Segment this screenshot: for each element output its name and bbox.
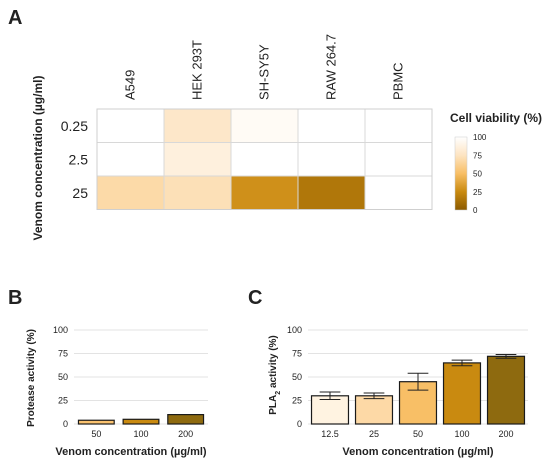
heatmap-cell xyxy=(297,175,366,210)
protease-x-axis-label: Venom concentration (µg/ml) xyxy=(55,446,207,458)
protease-bar-chart: 0 25 50 75 100 50 100 200 Protease activity (%… xyxy=(26,325,208,458)
pla2-y-axis-label: PLA2 activity (%) xyxy=(268,335,282,414)
bar xyxy=(310,395,350,425)
y-tick-label: 0 xyxy=(297,419,302,429)
heatmap-column-label: RAW 264.7 xyxy=(324,34,339,100)
bar xyxy=(167,414,205,425)
heatmap-cell xyxy=(163,142,232,177)
heatmap-cell xyxy=(230,108,299,143)
colorbar-tick-label: 75 xyxy=(473,151,482,160)
heatmap-cell xyxy=(96,175,165,210)
pla2-bar-chart: 0 25 50 75 100 12.5 25 50 100 200 PLA2 activity … xyxy=(268,325,528,458)
x-tick-label: 50 xyxy=(413,429,423,439)
colorbar xyxy=(454,136,468,211)
heatmap-cell xyxy=(96,108,165,143)
protease-x-ticks: 50 100 200 xyxy=(91,429,193,439)
heatmap-cell xyxy=(297,142,366,177)
heatmap-cell xyxy=(163,108,232,143)
colorbar-tick-label: 25 xyxy=(473,188,482,197)
heatmap-row-label: 2.5 xyxy=(69,151,89,167)
panel-label-a: A xyxy=(8,7,22,29)
colorbar-tick-label: 0 xyxy=(473,206,478,215)
pla2-x-axis-label: Venom concentration (µg/ml) xyxy=(342,446,494,458)
heatmap-column-labels: A549 HEK 293T SH-SY5Y RAW 264.7 PBMC xyxy=(123,34,406,100)
heatmap-row-label: 0.25 xyxy=(61,118,88,134)
heatmap-cell xyxy=(163,175,232,210)
pla2-error-bars xyxy=(319,353,517,401)
bar xyxy=(442,362,482,425)
protease-gridlines xyxy=(74,329,208,425)
protease-y-ticks: 0 25 50 75 100 xyxy=(53,325,68,429)
y-tick-label: 50 xyxy=(292,372,302,382)
heatmap-row-labels: 0.25 2.5 25 xyxy=(61,118,88,201)
heatmap-cell xyxy=(230,142,299,177)
y-tick-label: 100 xyxy=(287,325,302,335)
heatmap-row-label: 25 xyxy=(72,185,88,201)
y-tick-label: 25 xyxy=(58,396,68,406)
heatmap-cell xyxy=(297,108,366,143)
pla2-x-ticks: 12.5 25 50 100 200 xyxy=(321,429,513,439)
y-tick-label: 100 xyxy=(53,325,68,335)
x-tick-label: 12.5 xyxy=(321,429,339,439)
x-tick-label: 100 xyxy=(133,429,148,439)
x-tick-label: 200 xyxy=(178,429,193,439)
x-tick-label: 25 xyxy=(369,429,379,439)
pla2-bars xyxy=(310,355,526,425)
y-tick-label: 75 xyxy=(58,349,68,359)
heatmap-y-axis-label: Venom concentration (µg/ml) xyxy=(31,76,45,241)
heatmap-column-label: HEK 293T xyxy=(190,40,205,100)
bar xyxy=(122,418,160,425)
heatmap-cell xyxy=(230,175,299,210)
colorbar-ticks: 100 75 50 25 0 xyxy=(473,133,487,215)
colorbar-tick-label: 100 xyxy=(473,133,487,142)
heatmap-cell xyxy=(364,108,433,143)
pla2-y-ticks: 0 25 50 75 100 xyxy=(287,325,302,429)
heatmap-column-label: SH-SY5Y xyxy=(257,44,272,100)
heatmap-column-label: A549 xyxy=(123,70,138,100)
y-tick-label: 0 xyxy=(63,419,68,429)
y-tick-label: 50 xyxy=(58,372,68,382)
bar xyxy=(486,355,526,425)
bar xyxy=(354,395,394,425)
x-tick-label: 50 xyxy=(91,429,101,439)
y-tick-label: 75 xyxy=(292,349,302,359)
x-tick-label: 200 xyxy=(498,429,513,439)
heatmap-cell xyxy=(364,175,433,210)
heatmap-cells xyxy=(96,108,433,210)
x-tick-label: 100 xyxy=(454,429,469,439)
colorbar-title: Cell viability (%) xyxy=(450,111,542,125)
panel-label-c: C xyxy=(248,287,262,309)
heatmap-cell xyxy=(364,142,433,177)
colorbar-tick-label: 50 xyxy=(473,170,482,179)
heatmap-cell xyxy=(96,142,165,177)
bar xyxy=(77,419,115,425)
protease-bars xyxy=(77,414,205,425)
heatmap-border xyxy=(96,108,433,210)
heatmap-panel: A549 HEK 293T SH-SY5Y RAW 264.7 PBMC 0.25 2.5… xyxy=(31,34,542,240)
panel-label-b: B xyxy=(8,287,22,309)
protease-y-axis-label: Protease activity (%) xyxy=(26,329,37,427)
y-tick-label: 25 xyxy=(292,396,302,406)
heatmap-column-label: PBMC xyxy=(391,62,406,100)
